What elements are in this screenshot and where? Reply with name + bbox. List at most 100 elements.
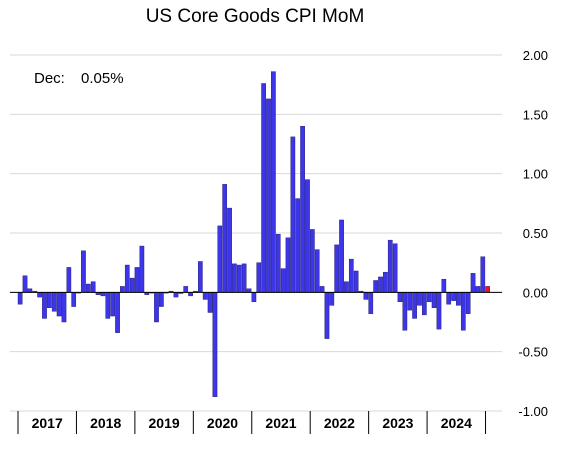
bar: [202, 292, 208, 300]
bar: [37, 292, 42, 298]
x-tick-label: 2021: [265, 415, 296, 431]
bar: [81, 250, 86, 293]
bar: [344, 281, 349, 293]
bar: [173, 292, 179, 298]
bar: [90, 281, 96, 293]
bar: [120, 286, 125, 293]
bar: [426, 292, 432, 303]
bar: [290, 136, 296, 293]
bar: [407, 292, 413, 311]
y-tick-label: 1.50: [523, 107, 548, 122]
y-tick-label: 0.50: [523, 226, 548, 241]
chart-title: US Core Goods CPI MoM: [146, 6, 365, 27]
bar: [27, 288, 33, 293]
bar: [256, 262, 262, 293]
bar: [207, 292, 213, 313]
bar: [217, 225, 223, 293]
x-tick-label: 2023: [382, 415, 413, 431]
bar: [154, 292, 159, 323]
bar: [85, 283, 91, 293]
axes: 2.00 1.50 1.00 0.50 0.00 -0.50 -1.00 2017 2018 20…: [10, 48, 548, 434]
bar: [387, 239, 393, 293]
bars: [17, 71, 490, 397]
bar: [61, 292, 67, 323]
bar: [417, 292, 422, 306]
bar: [251, 292, 257, 303]
bar: [266, 98, 271, 293]
bar: [197, 261, 203, 293]
bar: [319, 286, 325, 293]
bar: [222, 184, 228, 293]
bar: [402, 292, 408, 331]
bar: [129, 277, 135, 293]
x-tick-label: 2017: [32, 415, 63, 431]
bar: [22, 275, 28, 293]
bar: [314, 249, 320, 293]
x-tick-label: 2024: [441, 415, 472, 431]
bar: [397, 292, 403, 303]
bar: [183, 286, 189, 293]
bar: [431, 292, 437, 308]
bar: [436, 292, 442, 330]
bar: [441, 279, 447, 293]
bar: [246, 288, 252, 293]
bar: [305, 179, 310, 293]
bar: [110, 292, 115, 317]
bar: [446, 292, 452, 305]
bar: [451, 292, 456, 301]
bar: [456, 292, 461, 306]
bar: [275, 233, 281, 293]
bar: [124, 264, 130, 293]
y-tick-label: -1.00: [518, 404, 548, 419]
bar: [236, 264, 242, 293]
y-tick-label: 0.00: [523, 285, 548, 300]
bar: [339, 219, 344, 293]
bar: [310, 229, 315, 293]
bar: [188, 292, 193, 297]
bar: [285, 237, 291, 293]
bar: [261, 83, 266, 293]
bar: [66, 267, 72, 293]
bar: [100, 292, 106, 297]
bar: [334, 244, 340, 293]
bar: [378, 276, 383, 293]
bar: [422, 292, 427, 316]
bar: [105, 292, 111, 319]
bar: [475, 286, 481, 293]
bar: [241, 263, 247, 293]
bar: [271, 71, 276, 293]
bar: [139, 245, 145, 293]
y-tick-label: 1.00: [523, 167, 548, 182]
bar: [485, 286, 490, 293]
bar: [480, 256, 486, 293]
bar: [300, 125, 305, 293]
bar: [51, 292, 57, 312]
x-tick-label: 2019: [149, 415, 180, 431]
bar: [134, 267, 140, 293]
bar: [353, 270, 359, 293]
y-tick-label: -0.50: [518, 345, 548, 360]
bar: [47, 292, 52, 308]
bar: [115, 292, 120, 333]
bar: [17, 292, 23, 305]
bar: [227, 207, 232, 293]
bar: [159, 292, 164, 307]
bar: [470, 273, 476, 293]
bar: [363, 292, 369, 300]
bar: [280, 268, 286, 293]
bar: [465, 292, 471, 314]
bar: [232, 263, 237, 293]
bar: [383, 271, 388, 293]
y-tick-label: 2.00: [523, 48, 548, 63]
bar: [373, 280, 378, 293]
bar: [324, 292, 330, 339]
bar: [412, 292, 417, 319]
bar: [460, 292, 466, 331]
bar: [42, 292, 47, 319]
bar: [295, 198, 301, 293]
bar: [368, 292, 374, 314]
bar: [348, 258, 354, 293]
bar: [71, 292, 77, 307]
